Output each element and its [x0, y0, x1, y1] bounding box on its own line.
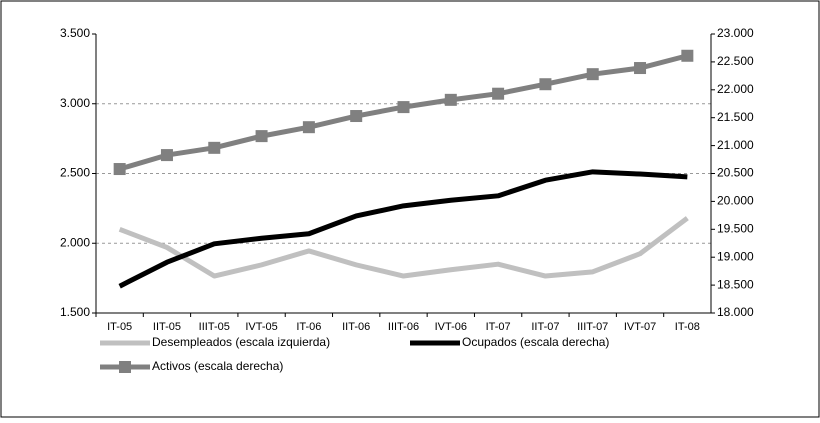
y2-tick-label: 19.500 [717, 221, 754, 235]
x-tick-label: IIT-07 [531, 321, 559, 333]
y2-tick-label: 23.000 [717, 26, 754, 40]
x-tick-label: IIT-06 [342, 321, 370, 333]
y2-tick-label: 18.000 [717, 305, 754, 319]
series-line [118, 169, 688, 289]
x-tick-label: IVT-07 [624, 321, 656, 333]
y-tick-label: 3.500 [60, 26, 90, 40]
x-tick-label: IVT-06 [435, 321, 467, 333]
series-marker [634, 62, 647, 75]
x-tick-label: IT-06 [296, 321, 321, 333]
y2-tick-label: 18.500 [717, 277, 754, 291]
series-marker [444, 93, 457, 106]
series-marker [397, 101, 410, 114]
x-tick-label: IVT-05 [245, 321, 277, 333]
series-marker [255, 130, 268, 143]
y-tick-label: 3.000 [60, 96, 90, 110]
y-tick-label: 2.000 [60, 235, 90, 249]
x-tick-label: IIIT-06 [388, 321, 419, 333]
series-line [118, 216, 689, 279]
legend-label: Ocupados (escala derecha) [462, 335, 609, 349]
series-marker [586, 68, 599, 81]
x-tick-label: IT-07 [486, 321, 511, 333]
legend-marker [119, 361, 131, 373]
series-marker [208, 141, 221, 154]
x-tick-label: IT-05 [107, 321, 132, 333]
y2-tick-label: 20.500 [717, 166, 754, 180]
series-marker [539, 78, 552, 91]
y-tick-label: 2.500 [60, 166, 90, 180]
series-marker [302, 121, 315, 134]
legend-label: Activos (escala derecha) [152, 359, 283, 373]
x-tick-label: IIIT-05 [199, 321, 230, 333]
y2-tick-label: 22.500 [717, 54, 754, 68]
y-tick-label: 1.500 [60, 305, 90, 319]
series-marker [113, 163, 126, 176]
series-marker [160, 149, 173, 162]
x-tick-label: IIT-05 [153, 321, 181, 333]
y2-tick-label: 19.000 [717, 249, 754, 263]
y2-tick-label: 21.000 [717, 138, 754, 152]
series-marker [492, 87, 505, 100]
y2-tick-label: 22.000 [717, 82, 754, 96]
legend-label: Desempleados (escala izquierda) [152, 335, 330, 349]
y2-tick-label: 20.000 [717, 194, 754, 208]
series-marker [350, 110, 363, 123]
series-marker [681, 49, 694, 62]
x-tick-label: IT-08 [675, 321, 700, 333]
y2-tick-label: 21.500 [717, 110, 754, 124]
x-tick-label: IIIT-07 [577, 321, 608, 333]
